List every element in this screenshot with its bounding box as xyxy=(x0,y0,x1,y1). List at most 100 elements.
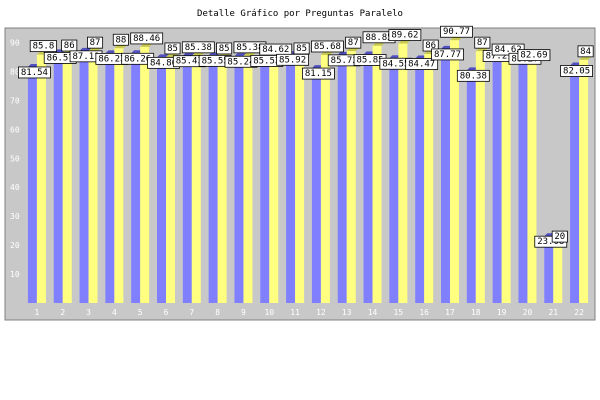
bar xyxy=(337,54,347,303)
bar-top-face xyxy=(182,52,195,56)
data-label-text: 85.43 xyxy=(176,57,203,67)
bar-top-face xyxy=(372,42,385,46)
bar xyxy=(182,55,192,303)
x-tick-label: 13 xyxy=(342,308,352,317)
data-label-text: 85.38 xyxy=(236,43,263,53)
bar xyxy=(27,66,37,303)
data-label-text: 84.62 xyxy=(262,45,289,55)
data-label-text: 84.55 xyxy=(382,59,409,69)
data-label: 87 xyxy=(87,36,104,49)
bar xyxy=(260,55,270,303)
bar-top-face xyxy=(450,37,462,41)
y-axis-ticks: 10 20 30 40 50 60 70 80 90 xyxy=(10,38,20,279)
data-label: 81.54 xyxy=(18,66,51,79)
data-label: 81.15 xyxy=(302,67,335,80)
x-tick-label: 15 xyxy=(394,308,404,317)
data-label: 20 xyxy=(551,230,568,243)
bar-top-face xyxy=(346,48,359,52)
data-label-box xyxy=(517,49,551,62)
bar xyxy=(208,55,218,304)
data-label-text: 82.69 xyxy=(520,51,547,61)
bar xyxy=(320,54,330,304)
x-tick-label: 21 xyxy=(548,308,558,317)
x-tick-label: 10 xyxy=(264,308,274,317)
data-label: 87 xyxy=(345,36,362,49)
bar xyxy=(475,51,485,303)
bar-top-face xyxy=(79,47,92,51)
data-label-text: 81.54 xyxy=(21,68,48,78)
chart-title: Detalle Gráfico por Preguntas Paralelo xyxy=(197,9,403,19)
data-label-box xyxy=(181,41,215,54)
bar xyxy=(553,245,563,303)
y-tick-label: 90 xyxy=(10,38,20,47)
bar xyxy=(398,43,408,304)
y-tick-label: 10 xyxy=(10,270,20,279)
x-tick-label: 17 xyxy=(445,308,455,317)
data-label-text: 87 xyxy=(90,38,101,48)
bar xyxy=(53,52,63,303)
data-label-text: 23.08 xyxy=(537,237,564,247)
data-label: 84.47 xyxy=(405,58,439,70)
data-label-box xyxy=(18,66,51,79)
data-label: 90.77 xyxy=(440,25,473,38)
data-label-text: 88 xyxy=(115,35,126,45)
x-tick-label: 19 xyxy=(497,308,507,317)
x-tick-label: 14 xyxy=(368,308,378,317)
bar xyxy=(243,55,253,304)
data-label: 85 xyxy=(216,42,233,55)
x-tick-label: 1 xyxy=(34,308,39,317)
bar xyxy=(415,58,425,303)
bar xyxy=(389,58,399,303)
data-label: 87.77 xyxy=(431,48,464,61)
data-label-text: 85 xyxy=(296,44,307,54)
bar xyxy=(36,54,46,304)
data-label-box xyxy=(311,40,344,53)
bar xyxy=(363,54,373,303)
bar xyxy=(424,54,434,304)
y-tick-label: 60 xyxy=(10,125,20,134)
bar xyxy=(62,54,72,304)
data-label-box xyxy=(405,58,439,70)
x-axis-ticks: 1 2 3 4 5 6 7 8 9 10 11 12 13 14 15 16 17 18 19 20 21 22 xyxy=(34,308,584,317)
bar xyxy=(191,55,201,304)
data-label-text: 81.15 xyxy=(305,69,332,79)
bar xyxy=(570,65,580,303)
x-tick-label: 18 xyxy=(471,308,481,317)
bar xyxy=(544,236,554,303)
bar xyxy=(579,59,589,304)
data-label: 85.68 xyxy=(311,40,344,53)
data-label-text: 85.92 xyxy=(279,55,306,65)
data-label-text: 86.26 xyxy=(124,54,151,64)
x-tick-label: 2 xyxy=(60,308,65,317)
data-label-box xyxy=(29,40,58,53)
data-label: 86 xyxy=(61,39,78,52)
data-label-text: 85.55 xyxy=(202,56,229,66)
data-label: 88.46 xyxy=(130,32,164,45)
x-tick-label: 9 xyxy=(241,308,246,317)
x-tick-label: 11 xyxy=(290,308,300,317)
data-label-box xyxy=(551,230,568,243)
data-label-text: 87.11 xyxy=(72,52,99,62)
data-label-box xyxy=(431,48,464,61)
data-label-text: 85.68 xyxy=(314,42,341,52)
data-label-box xyxy=(87,36,104,49)
data-label: 82.69 xyxy=(517,49,551,62)
data-label-box xyxy=(112,33,129,46)
bar-top-face xyxy=(157,54,169,58)
bar xyxy=(466,70,476,304)
data-label-text: 85.85 xyxy=(356,55,383,65)
y-tick-label: 20 xyxy=(10,241,20,250)
bar xyxy=(518,53,528,303)
bar xyxy=(450,40,459,303)
bar xyxy=(501,58,511,304)
data-label-text: 84.62 xyxy=(495,45,522,55)
data-label-box xyxy=(345,36,362,49)
data-label-text: 85.72 xyxy=(331,56,358,66)
bar xyxy=(131,53,141,303)
data-label: 84 xyxy=(577,45,594,58)
data-label-box xyxy=(456,69,490,82)
data-label-text: 84.47 xyxy=(408,59,435,69)
data-label-box xyxy=(388,29,422,41)
bar xyxy=(140,46,150,303)
data-label-box xyxy=(276,53,309,66)
